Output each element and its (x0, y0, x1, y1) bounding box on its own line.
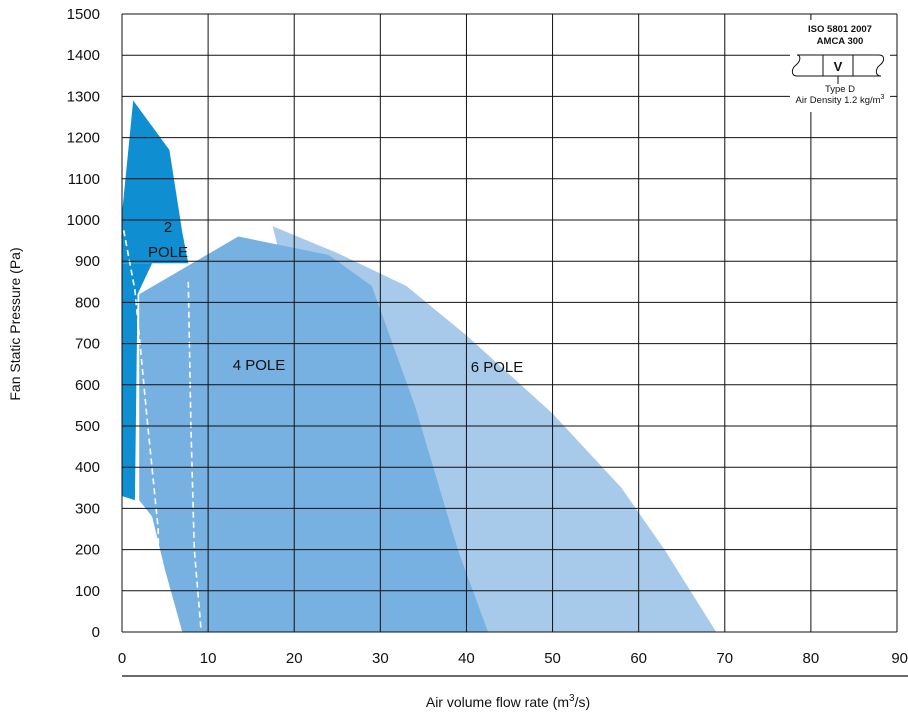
x-tick-label: 60 (630, 650, 647, 667)
y-tick-label: 400 (75, 459, 100, 476)
y-tick-label: 1100 (68, 171, 100, 188)
y-tick-label: 1400 (67, 47, 100, 64)
y-tick-label: 200 (75, 542, 100, 559)
plot-grid (121, 13, 898, 633)
y-tick-label: 1200 (67, 130, 100, 147)
x-tick-label: 10 (200, 650, 217, 667)
pole-regions (122, 100, 717, 632)
region-label-2-pole-line1: 2 (164, 219, 172, 236)
region-area-3 (122, 263, 153, 501)
y-tick-label: 1300 (67, 88, 100, 105)
standard-line-density: Air Density 1.2 kg/m3 (796, 94, 885, 106)
y-tick-label: 100 (75, 583, 100, 600)
dashed-curves (122, 230, 202, 633)
standard-box: ISO 5801 2007 AMCA 300 V Type D Air Dens… (790, 20, 890, 112)
region-area-1 (139, 236, 488, 632)
region-label-6-pole: 6 POLE (471, 359, 524, 376)
y-axis-title: Fan Static Pressure (Pa) (7, 247, 23, 400)
y-tick-label: 700 (75, 336, 100, 353)
duct-icon (791, 54, 885, 77)
y-tick-label: 500 (75, 418, 100, 435)
x-axis-title: Air volume flow rate (m3/s) (426, 693, 590, 710)
x-tick-label: 40 (458, 650, 475, 667)
x-tick-label: 0 (118, 650, 126, 667)
y-tick-labels: 0 100 200 300 400 500 600 700 800 900 1000 1100 1200… (67, 6, 100, 641)
y-tick-label: 1500 (67, 6, 100, 23)
x-tick-labels: 0 10 20 30 40 50 60 70 80 90 (118, 650, 908, 667)
x-tick-label: 50 (544, 650, 561, 667)
standard-line-iso: ISO 5801 2007 (808, 24, 872, 35)
x-tick-label: 90 (891, 650, 908, 667)
y-tick-label: 0 (92, 624, 100, 641)
standard-line-type: Type D (825, 84, 855, 95)
x-tick-label: 30 (372, 650, 389, 667)
y-tick-label: 900 (75, 253, 100, 270)
standard-symbol: V (834, 59, 843, 74)
dashed-curve-0 (122, 230, 162, 633)
y-tick-label: 300 (75, 500, 100, 517)
standard-box-background (790, 20, 890, 112)
y-tick-label: 1000 (67, 212, 100, 229)
region-label-2-pole-line2: POLE (148, 244, 188, 261)
y-tick-label: 800 (75, 294, 100, 311)
region-label-4-pole: 4 POLE (233, 357, 286, 374)
region-area-2 (122, 100, 189, 264)
y-tick-label: 600 (75, 377, 100, 394)
x-tick-label: 80 (803, 650, 820, 667)
standard-line-amca: AMCA 300 (817, 36, 864, 47)
x-tick-label: 20 (286, 650, 303, 667)
x-tick-label: 70 (716, 650, 733, 667)
